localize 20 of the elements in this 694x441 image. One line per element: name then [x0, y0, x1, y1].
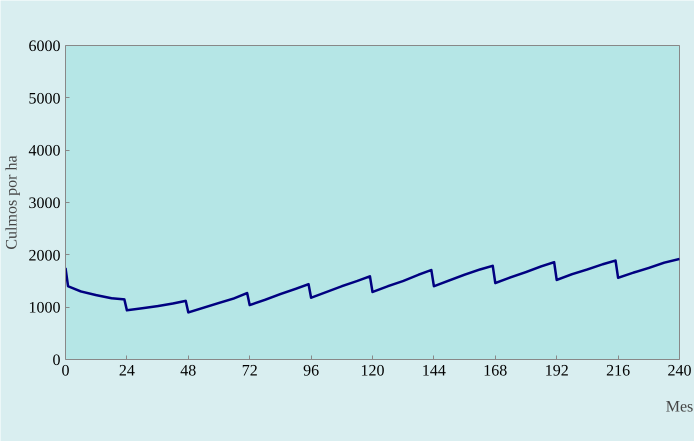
x-tick-label: 240	[668, 362, 692, 380]
y-tick-label: 4000	[28, 142, 60, 160]
y-tick-label: 5000	[28, 90, 60, 108]
y-tick-label: 2000	[28, 247, 60, 264]
x-tick-label: 192	[544, 362, 569, 380]
x-tick-label: 24	[118, 362, 135, 380]
x-tick-label: 96	[303, 362, 320, 380]
line-series	[66, 258, 680, 314]
x-tick-label: 72	[242, 362, 258, 380]
x-axis-title: Mes	[666, 398, 694, 416]
y-tick-label: 6000	[28, 38, 60, 55]
x-tick-label: 216	[606, 362, 630, 380]
x-tick-label: 168	[483, 362, 508, 380]
y-tick-label: 0	[52, 352, 60, 369]
x-tick-label: 120	[360, 362, 384, 380]
x-tick-label: 48	[180, 362, 196, 380]
y-tick-label: 1000	[28, 300, 60, 317]
x-tick-label: 144	[422, 362, 446, 380]
y-tick-label: 3000	[28, 195, 60, 212]
y-axis-title: Culmos por ha	[4, 155, 20, 250]
